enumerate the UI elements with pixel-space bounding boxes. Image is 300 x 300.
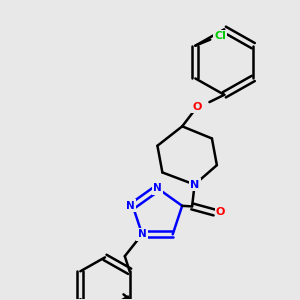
Text: Cl: Cl xyxy=(214,31,226,41)
Text: N: N xyxy=(126,201,135,211)
Text: O: O xyxy=(216,208,225,218)
Text: N: N xyxy=(138,229,146,239)
Text: N: N xyxy=(153,183,162,193)
Text: O: O xyxy=(192,102,202,112)
Text: N: N xyxy=(190,180,199,190)
